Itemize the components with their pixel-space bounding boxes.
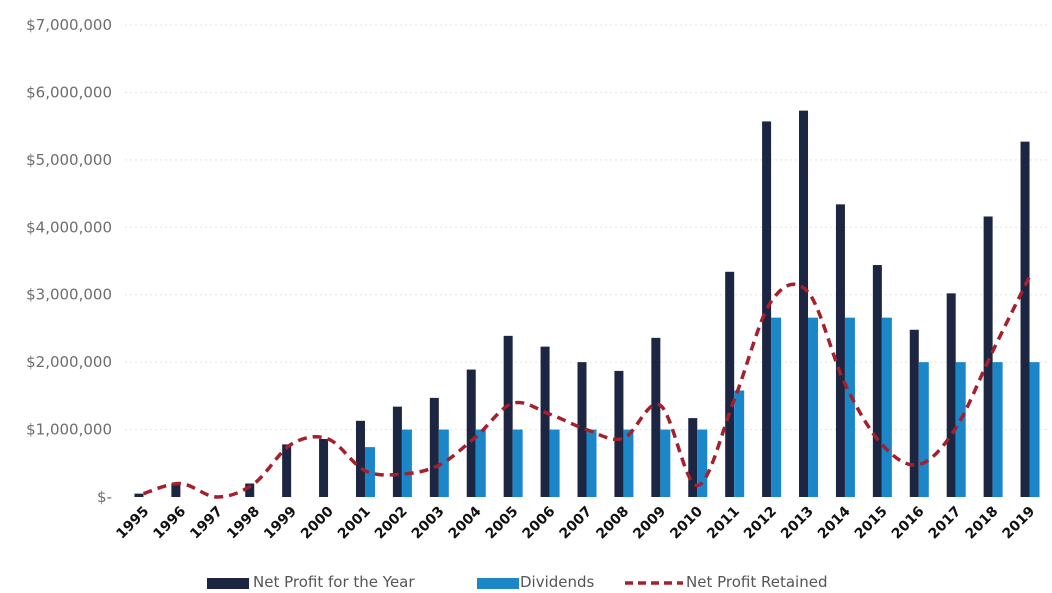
x-tick-label: 2009 bbox=[630, 504, 669, 543]
bar-net-profit bbox=[540, 346, 550, 497]
x-tick-label: 2002 bbox=[372, 504, 411, 543]
bar-net-profit bbox=[946, 293, 956, 497]
bar-dividends bbox=[401, 429, 412, 497]
x-tick-label: 1996 bbox=[150, 504, 189, 543]
bar-net-profit bbox=[355, 420, 365, 497]
bar-net-profit bbox=[835, 204, 845, 498]
bar-net-profit bbox=[762, 121, 772, 498]
bar-dividends bbox=[586, 429, 597, 497]
bar-net-profit bbox=[392, 406, 402, 497]
x-tick-label: 1997 bbox=[187, 504, 226, 543]
legend: Net Profit for the Year Dividends Net Prof… bbox=[207, 573, 827, 591]
bar-dividends bbox=[771, 317, 782, 497]
retained-line bbox=[142, 275, 1032, 499]
bar-net-profit bbox=[909, 329, 919, 497]
bar-dividends bbox=[549, 429, 560, 497]
bar-net-profit bbox=[466, 369, 476, 497]
bar-dividends bbox=[734, 390, 745, 497]
bar-dividends bbox=[660, 429, 671, 497]
y-tick-label: $- bbox=[97, 488, 112, 506]
line-net-profit-retained bbox=[142, 275, 1032, 499]
y-tick-label: $1,000,000 bbox=[26, 421, 112, 439]
bar-net-profit bbox=[799, 110, 809, 498]
bar-net-profit bbox=[429, 397, 439, 497]
bar-net-profit bbox=[282, 444, 292, 497]
bar-net-profit bbox=[577, 362, 587, 497]
x-tick-label: 1998 bbox=[224, 504, 263, 543]
x-axis-tick-labels: 1995199619971998199920002001200220032004… bbox=[113, 503, 1038, 542]
x-tick-label: 1999 bbox=[261, 504, 300, 543]
bar-dividends bbox=[844, 317, 855, 497]
legend-label: Net Profit Retained bbox=[686, 573, 827, 591]
bar-dividends bbox=[475, 429, 486, 497]
bar-dividends bbox=[697, 429, 708, 497]
bar-net-profit bbox=[319, 439, 329, 497]
y-tick-label: $2,000,000 bbox=[26, 353, 112, 371]
x-tick-label: 2001 bbox=[335, 504, 374, 543]
x-tick-label: 2006 bbox=[520, 504, 559, 543]
y-tick-label: $6,000,000 bbox=[26, 83, 112, 101]
bar-net-profit bbox=[245, 483, 255, 497]
x-tick-label: 1995 bbox=[113, 504, 152, 543]
x-tick-label: 2019 bbox=[999, 504, 1038, 543]
bar-dividends bbox=[955, 362, 966, 497]
bar-net-profit bbox=[1020, 141, 1030, 497]
x-tick-label: 2012 bbox=[741, 504, 780, 543]
bar-dividends bbox=[512, 429, 523, 497]
bar-dividends bbox=[808, 317, 819, 497]
bar-dividends bbox=[918, 362, 929, 497]
bar-net-profit bbox=[983, 216, 993, 498]
x-tick-label: 2003 bbox=[409, 504, 448, 543]
x-tick-label: 2010 bbox=[667, 503, 706, 542]
bar-dividends bbox=[881, 317, 892, 497]
bar-net-profit bbox=[503, 335, 513, 497]
x-tick-label: 2017 bbox=[926, 504, 965, 543]
x-tick-label: 2008 bbox=[593, 504, 632, 543]
x-tick-label: 2004 bbox=[446, 503, 485, 542]
bar-dividends bbox=[1029, 362, 1040, 497]
legend-swatch bbox=[207, 578, 249, 589]
x-tick-label: 2013 bbox=[778, 504, 817, 543]
x-tick-label: 2000 bbox=[298, 503, 337, 542]
legend-label: Dividends bbox=[520, 573, 595, 591]
x-tick-label: 2018 bbox=[963, 504, 1002, 543]
bar-net-profit bbox=[872, 265, 882, 497]
bar-net-profit bbox=[688, 418, 698, 497]
y-tick-label: $4,000,000 bbox=[26, 218, 112, 236]
legend-swatch bbox=[477, 578, 519, 589]
bar-net-profit bbox=[614, 370, 624, 497]
bar-net-profit bbox=[725, 271, 735, 497]
bars bbox=[134, 110, 1040, 498]
x-tick-label: 2015 bbox=[852, 504, 891, 543]
y-tick-label: $5,000,000 bbox=[26, 151, 112, 169]
x-tick-label: 2014 bbox=[815, 503, 854, 542]
y-tick-label: $7,000,000 bbox=[26, 16, 112, 34]
bar-net-profit bbox=[651, 337, 661, 497]
bar-net-profit bbox=[171, 483, 181, 497]
x-tick-label: 2016 bbox=[889, 504, 928, 543]
x-tick-label: 2011 bbox=[704, 504, 743, 543]
x-tick-label: 2007 bbox=[556, 504, 595, 543]
bar-dividends bbox=[438, 429, 449, 497]
bar-net-profit bbox=[134, 493, 144, 497]
y-tick-label: $3,000,000 bbox=[26, 286, 112, 304]
y-axis-tick-labels: $- $1,000,000 $2,000,000 $3,000,000 $4,000,0… bbox=[26, 16, 112, 506]
bar-dividends bbox=[364, 447, 375, 497]
bar-dividends bbox=[992, 362, 1003, 497]
x-tick-label: 2005 bbox=[483, 504, 522, 543]
legend-label: Net Profit for the Year bbox=[253, 573, 415, 591]
bar-dividends bbox=[623, 429, 634, 497]
